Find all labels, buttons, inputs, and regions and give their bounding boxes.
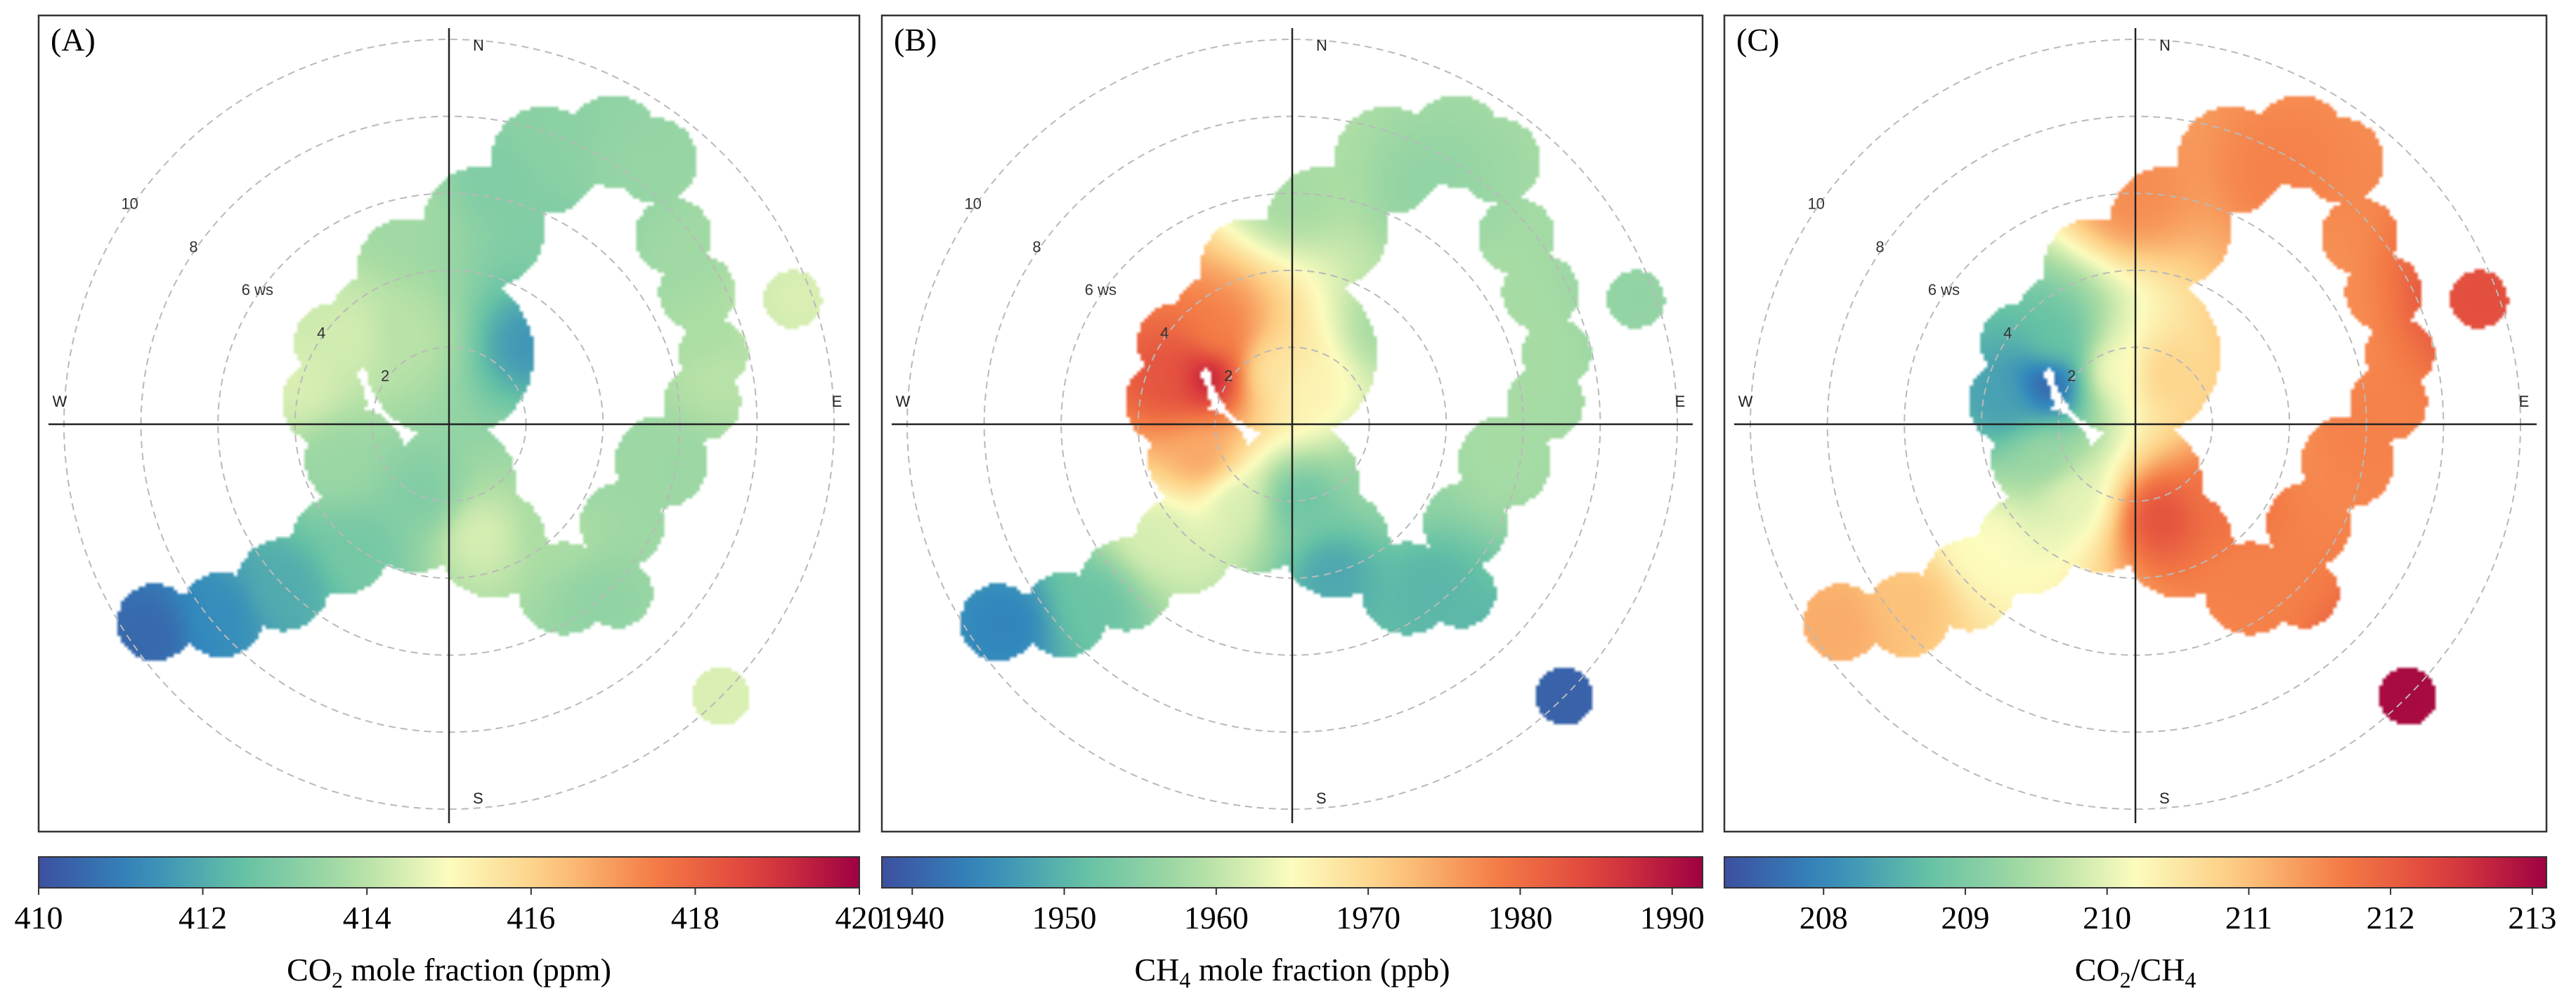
compass-label-e: E	[1675, 393, 1686, 410]
panel-label: (A)	[51, 22, 96, 58]
colorbar-tick-label: 212	[2367, 900, 2415, 936]
colorbar-title: CO2/CH4	[2075, 952, 2197, 992]
panel-frame	[1723, 14, 2548, 833]
ws-tick-label-2: 2	[2067, 367, 2076, 385]
ws-tick-label-4: 4	[2003, 324, 2012, 341]
compass-label-n: N	[1316, 37, 1327, 54]
ws-tick-label-2: 2	[381, 367, 389, 385]
ws-tick-label-10: 10	[964, 195, 981, 213]
ws-tick-label-8: 8	[1875, 238, 1884, 256]
colorbar-tick-label: 1950	[1032, 900, 1097, 936]
colorbar	[38, 856, 860, 889]
colorbar-title: CO2 mole fraction (ppm)	[287, 952, 611, 992]
panel-a: 2 4 6 ws 8 10 N S W E (A) 410 412 414 416 418 420 CO2 mo…	[15, 1, 884, 992]
ws-tick-label-6: 6 ws	[242, 281, 273, 299]
compass-label-w: W	[896, 393, 911, 410]
ws-tick-label-4: 4	[1160, 324, 1169, 341]
panel-frame	[37, 14, 861, 833]
compass-label-n: N	[473, 37, 484, 54]
colorbar-tick-label: 1980	[1488, 900, 1552, 936]
colorbar-tick-label: 1960	[1184, 900, 1249, 936]
panel-label: (B)	[894, 22, 937, 58]
compass-label-e: E	[2519, 393, 2530, 410]
colorbar-tick-label: 410	[15, 900, 63, 936]
compass-label-s: S	[2159, 789, 2170, 807]
colorbar-tick-label: 416	[507, 900, 555, 936]
colorbar	[881, 856, 1703, 889]
colorbar-tick-label: 414	[343, 900, 391, 936]
compass-label-w: W	[53, 393, 67, 410]
ws-tick-label-6: 6 ws	[1085, 281, 1117, 299]
compass-label-n: N	[2159, 37, 2171, 54]
panel-frame	[880, 14, 1704, 833]
compass-label-s: S	[1316, 789, 1327, 807]
colorbar-tick-label: 1970	[1336, 900, 1400, 936]
colorbar-tick-label: 1940	[880, 900, 944, 936]
colorbar-tick-label: 418	[671, 900, 720, 936]
colorbar	[1724, 856, 2547, 889]
panel-label: (C)	[1736, 22, 1779, 58]
compass-label-e: E	[832, 393, 843, 410]
ws-tick-label-4: 4	[317, 324, 325, 341]
ws-tick-label-8: 8	[1032, 238, 1041, 256]
colorbar-tick-label: 412	[178, 900, 227, 936]
ws-tick-label-8: 8	[189, 238, 197, 256]
ws-tick-label-10: 10	[121, 195, 138, 213]
colorbar-tick-label: 208	[1800, 900, 1848, 936]
colorbar-tick-label: 210	[2083, 900, 2131, 936]
ws-tick-label-2: 2	[1224, 367, 1232, 385]
panel-c: 2 4 6 ws 8 10 N S W E (C) 208 209 210 211 212 213 CO2/CH…	[1712, 1, 2559, 992]
ws-tick-label-10: 10	[1807, 195, 1824, 213]
panel-b: 2 4 6 ws 8 10 N S W E (B) 1940 1950 1960 1970 1980 1990…	[869, 1, 1716, 992]
ws-tick-label-6: 6 ws	[1928, 281, 1960, 299]
colorbar-tick-label: 211	[2225, 900, 2272, 936]
colorbar-tick-label: 209	[1941, 900, 1989, 936]
colorbar-tick-label: 420	[835, 900, 884, 936]
colorbar-title: CH4 mole fraction (ppb)	[1134, 952, 1450, 992]
compass-label-w: W	[1738, 393, 1753, 410]
compass-label-s: S	[473, 789, 483, 807]
colorbar-tick-label: 1990	[1640, 900, 1705, 936]
colorbar-tick-label: 213	[2508, 900, 2556, 936]
